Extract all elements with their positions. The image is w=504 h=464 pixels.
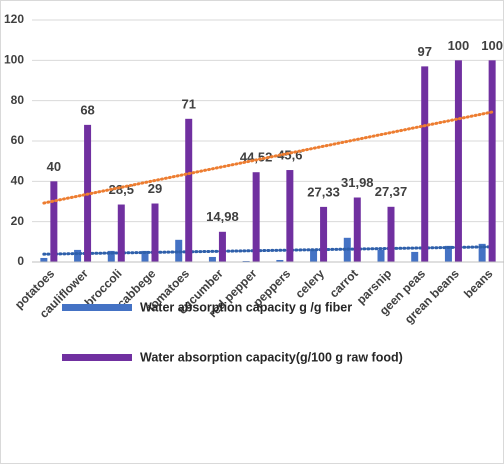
bar: [175, 239, 183, 262]
bar: [107, 250, 115, 262]
legend-swatch: [62, 354, 132, 361]
bar: [117, 204, 125, 262]
bar: [151, 203, 159, 262]
bar: [411, 251, 419, 262]
y-tick-label: 40: [11, 174, 25, 188]
bar: [242, 260, 250, 262]
bar: [444, 245, 452, 262]
data-label: 14,98: [206, 209, 239, 224]
bar: [421, 66, 429, 262]
bar: [252, 172, 260, 262]
bar: [310, 249, 318, 262]
data-label: 68: [80, 102, 94, 117]
bar: [74, 249, 82, 262]
bar: [478, 243, 486, 262]
data-label: 27,37: [375, 184, 408, 199]
data-label: 100: [448, 38, 470, 53]
data-label: 100: [481, 38, 503, 53]
y-tick-label: 60: [11, 133, 25, 147]
bar: [208, 256, 216, 262]
data-label: 97: [417, 44, 431, 59]
bar: [276, 259, 284, 262]
y-tick-label: 80: [11, 93, 25, 107]
legend-label: Water absorption capacity g /g fiber: [140, 300, 352, 314]
bar: [141, 250, 149, 262]
bar: [40, 257, 48, 262]
y-tick-label: 120: [4, 12, 24, 26]
data-label: 31,98: [341, 175, 374, 190]
y-tick-label: 0: [17, 254, 24, 268]
data-label: 27,33: [307, 184, 340, 199]
data-label: 29: [148, 181, 162, 196]
bar: [377, 249, 385, 262]
legend-swatch: [62, 304, 132, 311]
legend-label: Water absorption capacity(g/100 g raw fo…: [140, 350, 403, 364]
bar: [286, 170, 294, 262]
bar: [218, 231, 226, 262]
y-tick-label: 100: [4, 53, 24, 67]
bar: [353, 197, 361, 262]
y-tick-label: 20: [11, 214, 25, 228]
bar: [185, 118, 193, 262]
data-label: 40: [47, 159, 61, 174]
trendline: [42, 110, 494, 205]
bar: [488, 60, 496, 263]
bar: [387, 206, 395, 262]
bar: [50, 181, 58, 262]
bar: [320, 206, 328, 262]
data-label: 71: [181, 96, 195, 111]
bar: [454, 60, 462, 263]
